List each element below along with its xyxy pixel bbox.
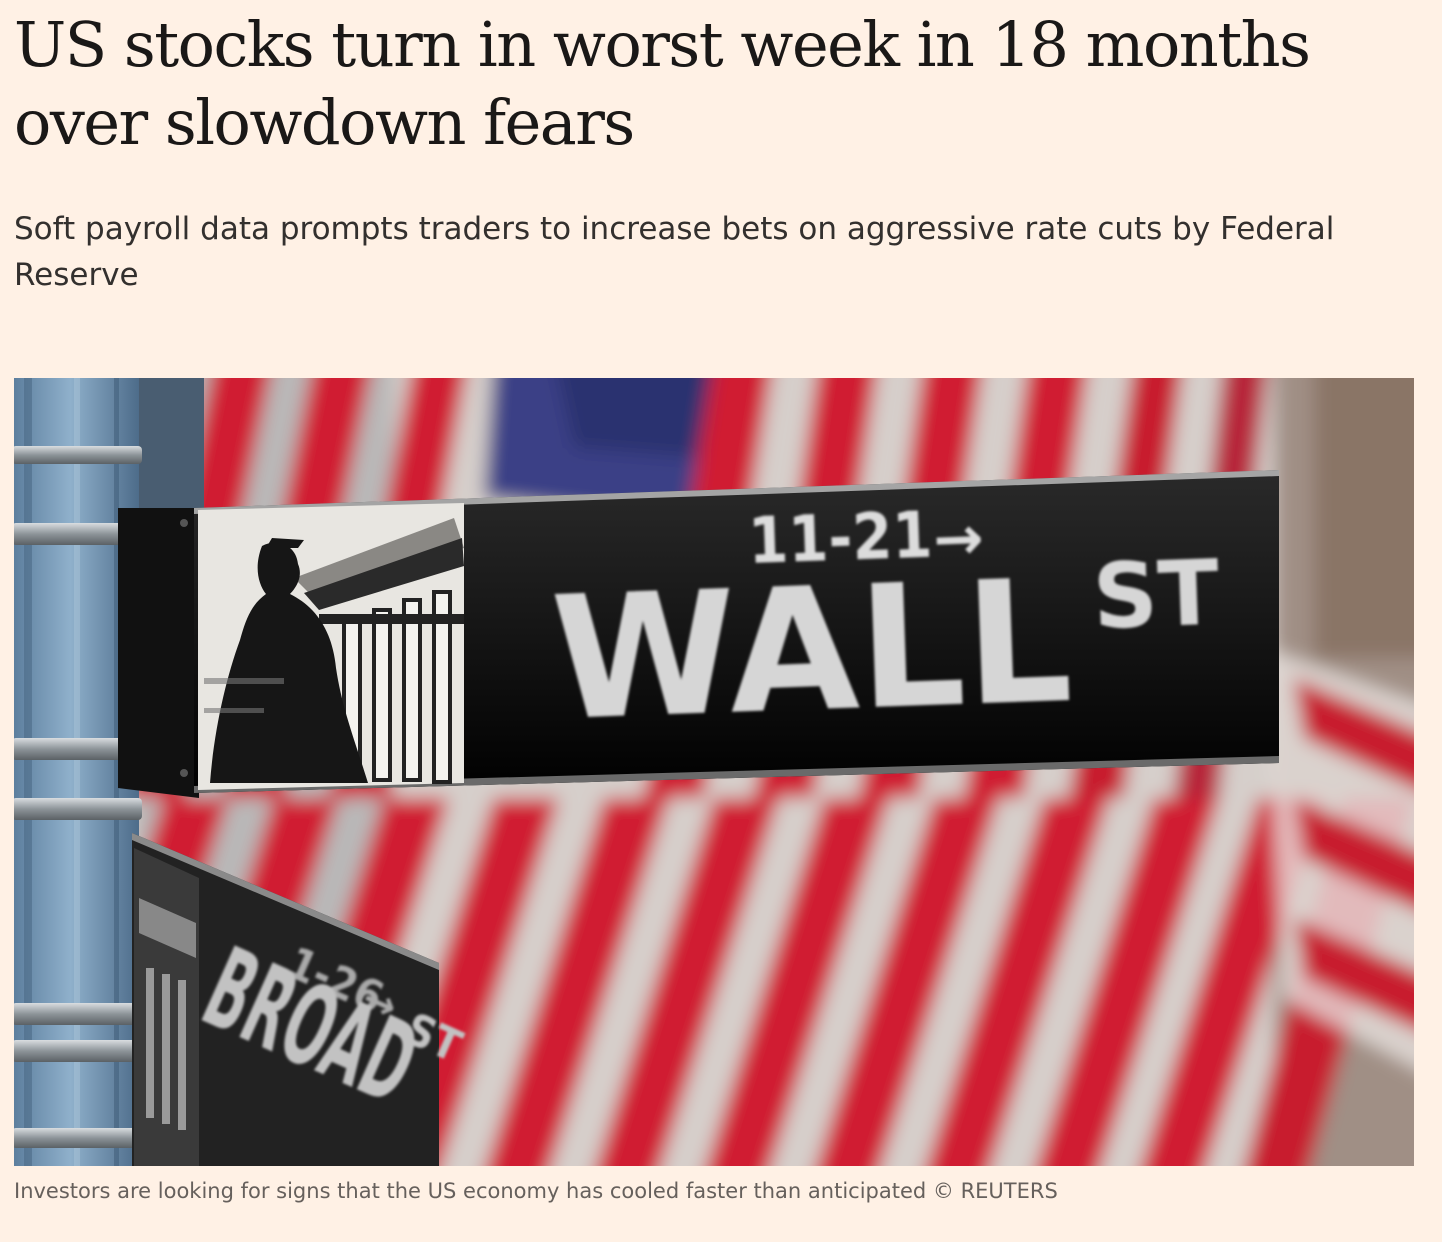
broad-street-sign: 1-26 → BROAD ST xyxy=(132,833,469,1166)
wall-street-photo: 11-21 → WALL ST 1-26 → BROAD ST xyxy=(14,378,1414,1166)
wall-sign-suffix: ST xyxy=(1091,541,1221,650)
sign-bracket xyxy=(118,508,199,798)
article-headline: US stocks turn in worst week in 18 month… xyxy=(14,8,1311,159)
article-standfirst: Soft payroll data prompts traders to inc… xyxy=(14,211,1335,293)
article-main-image: 11-21 → WALL ST 1-26 → BROAD ST xyxy=(14,378,1414,1166)
wall-street-sign: 11-21 → WALL ST xyxy=(194,470,1279,793)
wall-sign-arrow: → xyxy=(932,503,985,575)
wall-sign-numbers: 11-21 xyxy=(747,499,934,579)
nyse-engraving xyxy=(198,503,464,790)
wall-sign-street: WALL xyxy=(549,543,1076,759)
image-caption: Investors are looking for signs that the… xyxy=(14,1179,1058,1203)
